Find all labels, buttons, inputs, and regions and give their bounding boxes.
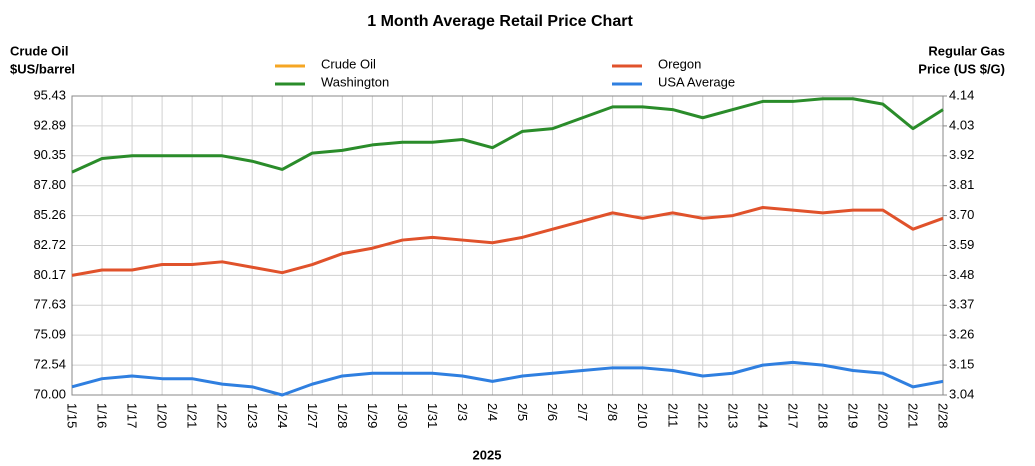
y-tick-label: 75.09: [33, 327, 66, 342]
y2-tick-label: 3.48: [949, 267, 974, 282]
legend-label: Washington: [321, 74, 389, 89]
x-tick-label: 1/30: [395, 403, 410, 428]
series-line: [71, 97, 944, 174]
y2-tick-label: 3.26: [949, 327, 974, 342]
x-tick-label: 2/28: [936, 403, 951, 428]
x-tick-label: 2/11: [665, 403, 680, 427]
y-tick-label: 77.63: [33, 297, 66, 312]
x-tick-label: 2/14: [755, 403, 770, 428]
x-tick-label: 2/18: [815, 403, 830, 428]
x-tick-label: 2/19: [845, 403, 860, 428]
plot-border: [71, 95, 944, 396]
y-tick-label: 87.80: [33, 177, 66, 192]
x-tick-label: 1/31: [425, 403, 440, 428]
y2-tick-label: 3.04: [949, 386, 974, 401]
legend-label: Oregon: [658, 56, 701, 71]
x-tick-label: 2/7: [575, 403, 590, 421]
x-tick-label: 1/16: [95, 403, 110, 428]
x-tick-label: 2/13: [725, 403, 740, 428]
y2-axis-title: Price (US $/G): [918, 61, 1005, 76]
x-tick-label: 2/3: [455, 403, 470, 421]
y2-tick-label: 3.37: [949, 297, 974, 312]
x-tick-label: 1/20: [155, 403, 170, 428]
y-tick-label: 95.43: [33, 87, 66, 102]
x-tick-label: 2/21: [906, 403, 921, 428]
x-tick-label: 1/29: [365, 403, 380, 428]
x-tick-label: 1/15: [65, 403, 80, 428]
x-tick-label: 1/21: [185, 403, 200, 428]
x-tick-label: 2/5: [515, 403, 530, 421]
legend-label: USA Average: [658, 74, 735, 89]
series-line: [71, 360, 944, 397]
chart-title: 1 Month Average Retail Price Chart: [367, 13, 633, 30]
y2-tick-label: 3.15: [949, 357, 974, 372]
y2-tick-label: 4.14: [949, 87, 974, 102]
x-tick-label: 2/12: [695, 403, 710, 428]
x-tick-label: 1/24: [275, 403, 290, 428]
series-line: [71, 205, 944, 277]
y2-tick-label: 3.92: [949, 147, 974, 162]
x-tick-label: 1/27: [305, 403, 320, 428]
x-tick-label: 2/20: [875, 403, 890, 428]
y-tick-label: 85.26: [33, 207, 66, 222]
y2-tick-label: 4.03: [949, 117, 974, 132]
x-tick-label: 1/23: [245, 403, 260, 428]
y-tick-label: 82.72: [33, 237, 66, 252]
y2-tick-label: 3.81: [949, 177, 974, 192]
y-tick-label: 90.35: [33, 147, 66, 162]
x-tick-label: 1/22: [215, 403, 230, 428]
y-axis-title: Crude Oil: [10, 43, 69, 58]
x-axis-title: 2025: [473, 447, 502, 462]
x-tick-label: 2/17: [785, 403, 800, 428]
legend-label: Crude Oil: [321, 56, 376, 71]
x-tick-label: 1/28: [335, 403, 350, 428]
y-tick-label: 70.00: [33, 386, 66, 401]
x-tick-label: 2/4: [485, 403, 500, 421]
x-tick-label: 2/8: [605, 403, 620, 421]
y2-tick-label: 3.70: [949, 207, 974, 222]
x-tick-label: 1/17: [125, 403, 140, 428]
x-tick-label: 2/6: [545, 403, 560, 421]
y-tick-label: 92.89: [33, 117, 66, 132]
y2-axis-title: Regular Gas: [928, 43, 1005, 58]
y-tick-label: 72.54: [33, 357, 66, 372]
y-axis-title: $US/barrel: [10, 61, 75, 76]
y2-tick-label: 3.59: [949, 237, 974, 252]
x-tick-label: 2/10: [635, 403, 650, 428]
y-tick-label: 80.17: [33, 267, 66, 282]
